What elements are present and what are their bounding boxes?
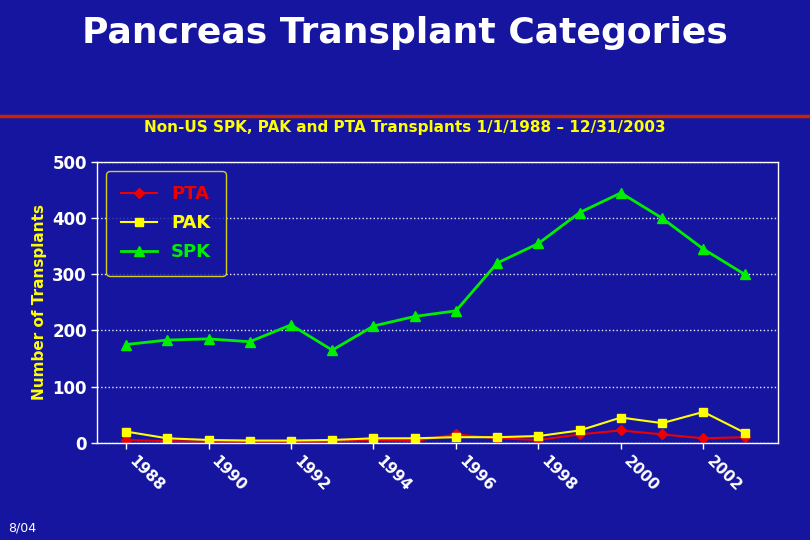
- Text: 8/04: 8/04: [8, 522, 36, 535]
- Text: Non-US SPK, PAK and PTA Transplants 1/1/1988 – 12/31/2003: Non-US SPK, PAK and PTA Transplants 1/1/…: [144, 120, 666, 136]
- Legend: PTA, PAK, SPK: PTA, PAK, SPK: [106, 171, 226, 275]
- Text: Pancreas Transplant Categories: Pancreas Transplant Categories: [82, 16, 728, 50]
- Y-axis label: Number of Transplants: Number of Transplants: [32, 205, 47, 400]
